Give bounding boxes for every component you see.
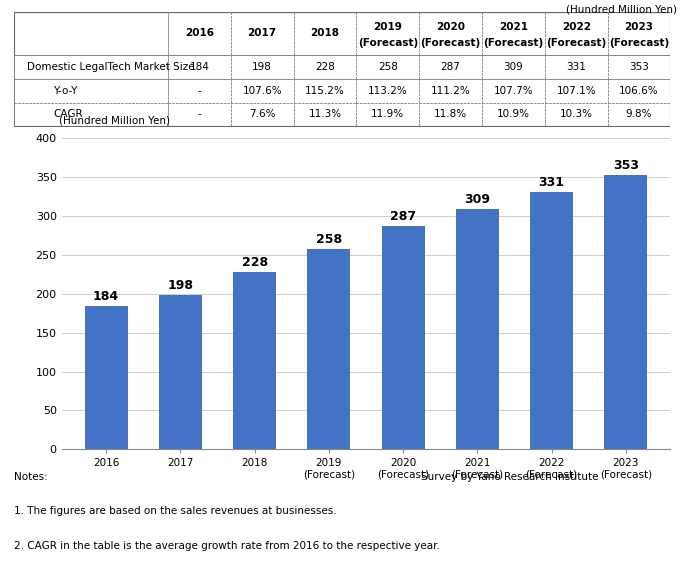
Text: 2016: 2016 (185, 28, 214, 39)
Text: 2018: 2018 (311, 28, 339, 39)
Bar (604, 175, 647, 449)
Text: 258: 258 (316, 233, 342, 245)
Text: 228: 228 (241, 256, 267, 269)
Text: 115.2%: 115.2% (305, 86, 345, 96)
Bar (530, 192, 573, 449)
Text: 287: 287 (390, 210, 416, 223)
Text: 184: 184 (93, 290, 119, 303)
Text: (Forecast): (Forecast) (358, 38, 418, 48)
Text: 2017: 2017 (248, 28, 277, 39)
Text: Survey by Yano Research Institute: Survey by Yano Research Institute (421, 472, 598, 482)
Text: (Hundred Million Yen): (Hundred Million Yen) (566, 5, 677, 14)
Bar (85, 306, 128, 449)
Text: 309: 309 (503, 62, 523, 72)
Text: 287: 287 (440, 62, 460, 72)
Bar (382, 226, 425, 449)
Text: 10.9%: 10.9% (497, 109, 530, 119)
Bar (456, 209, 499, 449)
Bar (307, 249, 350, 449)
Text: Y-o-Y: Y-o-Y (53, 86, 77, 96)
Text: 353: 353 (629, 62, 649, 72)
Text: 10.3%: 10.3% (560, 109, 592, 119)
Text: 9.8%: 9.8% (626, 109, 652, 119)
Text: (Forecast): (Forecast) (609, 38, 669, 48)
Text: 107.6%: 107.6% (242, 86, 282, 96)
Text: -: - (198, 109, 201, 119)
Text: 198: 198 (252, 62, 272, 72)
Text: 107.1%: 107.1% (556, 86, 596, 96)
Text: 198: 198 (168, 279, 194, 292)
Text: 11.3%: 11.3% (308, 109, 341, 119)
Text: 11.9%: 11.9% (371, 109, 404, 119)
Text: (Forecast): (Forecast) (421, 38, 481, 48)
Text: (Hundred Million Yen): (Hundred Million Yen) (59, 116, 170, 126)
Text: (Forecast): (Forecast) (483, 38, 544, 48)
Text: 353: 353 (613, 158, 639, 172)
Text: 228: 228 (315, 62, 335, 72)
Bar (159, 295, 202, 449)
Text: 11.8%: 11.8% (434, 109, 467, 119)
Text: 2022: 2022 (562, 22, 590, 32)
Text: 113.2%: 113.2% (368, 86, 408, 96)
Text: 1. The figures are based on the sales revenues at businesses.: 1. The figures are based on the sales re… (14, 506, 337, 516)
Text: 258: 258 (378, 62, 397, 72)
Text: Domestic LegalTech Market Size: Domestic LegalTech Market Size (27, 62, 194, 72)
Text: 107.7%: 107.7% (494, 86, 533, 96)
Text: 331: 331 (538, 176, 564, 189)
Text: 2019: 2019 (373, 22, 402, 32)
Text: 309: 309 (464, 193, 490, 206)
Text: 7.6%: 7.6% (249, 109, 276, 119)
Text: 2020: 2020 (436, 22, 465, 32)
Text: -: - (198, 86, 201, 96)
Text: 111.2%: 111.2% (431, 86, 471, 96)
Text: Notes:: Notes: (14, 472, 47, 482)
Bar (233, 272, 276, 449)
Text: 184: 184 (189, 62, 209, 72)
Text: 2. CAGR in the table is the average growth rate from 2016 to the respective year: 2. CAGR in the table is the average grow… (14, 541, 440, 551)
Text: 2023: 2023 (624, 22, 653, 32)
Text: 331: 331 (566, 62, 586, 72)
Text: CAGR: CAGR (53, 109, 83, 119)
Text: (Forecast): (Forecast) (546, 38, 606, 48)
Text: 2021: 2021 (499, 22, 528, 32)
Text: 106.6%: 106.6% (619, 86, 659, 96)
